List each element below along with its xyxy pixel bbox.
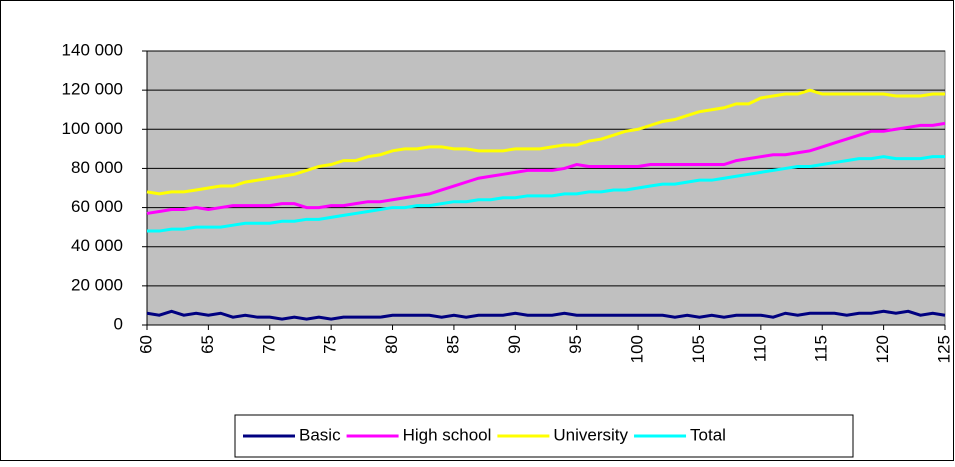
legend-label: High school <box>403 425 492 444</box>
legend-label: University <box>553 425 628 444</box>
x-tick-label: 95 <box>566 335 585 354</box>
y-tick-label: 60 000 <box>71 197 123 216</box>
y-tick-label: 80 000 <box>71 158 123 177</box>
series-line <box>146 309 946 321</box>
x-tick-label: 115 <box>812 335 831 362</box>
legend-label: Total <box>690 425 726 444</box>
x-tick-label: 60 <box>136 335 155 354</box>
legend-label: Basic <box>299 425 341 444</box>
x-tick-label: 100 <box>628 335 647 363</box>
x-tick-label: 105 <box>689 335 708 363</box>
x-tick-label: 85 <box>443 335 462 354</box>
x-tick-label: 75 <box>321 335 340 354</box>
y-tick-label: 100 000 <box>62 119 123 138</box>
y-tick-label: 120 000 <box>62 80 123 99</box>
x-tick-label: 125 <box>934 335 953 363</box>
x-tick-label: 65 <box>198 335 217 354</box>
y-tick-label: 140 000 <box>62 40 123 59</box>
series-line <box>146 88 945 196</box>
y-tick-label: 0 <box>114 314 123 333</box>
x-tick-label: 110 <box>750 335 769 362</box>
y-tick-label: 20 000 <box>71 275 123 294</box>
series-line <box>147 155 945 233</box>
x-tick-label: 80 <box>382 335 401 354</box>
x-tick-label: 90 <box>505 335 524 354</box>
x-tick-label: 70 <box>259 335 278 354</box>
x-tick-label: 120 <box>873 335 892 363</box>
series-line <box>146 121 946 215</box>
plot-area <box>146 50 946 326</box>
y-tick-label: 40 000 <box>71 236 123 255</box>
